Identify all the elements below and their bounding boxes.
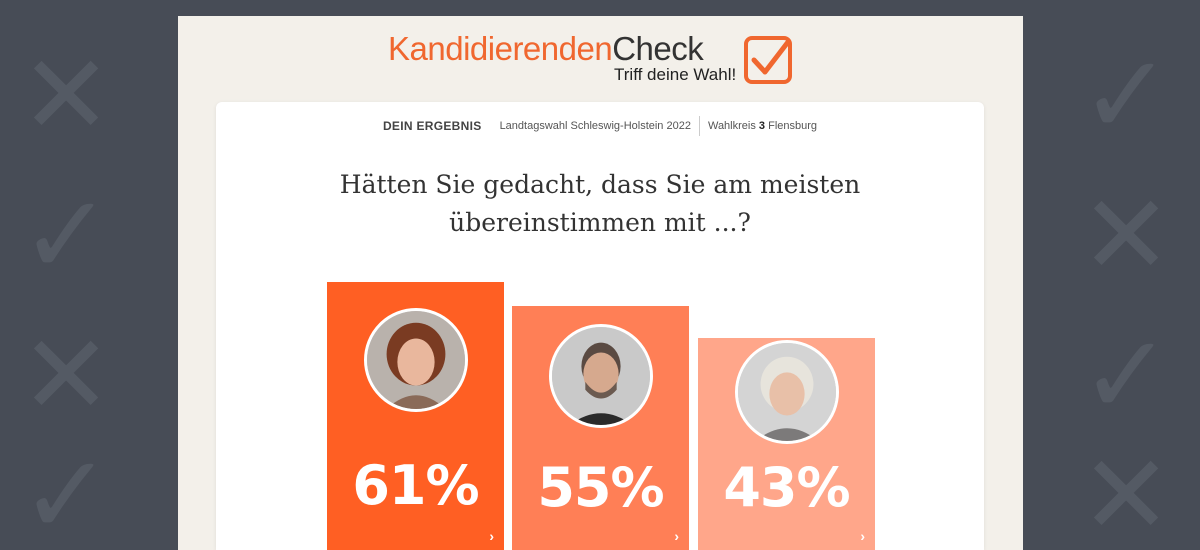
match-percent: 61% (352, 454, 479, 517)
wahlkreis-info: Wahlkreis 3 Flensburg (708, 120, 817, 132)
question-line-1: Hätten Sie gedacht, dass Sie am meisten (339, 170, 861, 199)
bg-check-icon: ✓ (20, 171, 113, 299)
wahlkreis-prefix: Wahlkreis (707, 120, 756, 132)
result-label: DEIN ERGEBNIS (382, 119, 482, 133)
bg-check-icon: ✓ (1080, 311, 1173, 439)
site-logo[interactable]: KandidierendenCheck Triff deine Wahl! (388, 28, 808, 90)
header-divider (698, 116, 700, 136)
result-header: DEIN ERGEBNIS Landtagswahl Schleswig-Hol… (216, 116, 984, 136)
chevron-right-icon: › (860, 528, 865, 544)
logo-tagline: Triff deine Wahl! (614, 65, 737, 84)
result-card: DEIN ERGEBNIS Landtagswahl Schleswig-Hol… (216, 102, 984, 550)
logo-wordmark: KandidierendenCheck (388, 30, 704, 68)
checkbox-check-icon (744, 36, 792, 84)
bg-x-icon: ✕ (1080, 431, 1173, 550)
logo-part-1: Kandidierenden (388, 30, 613, 67)
woman-portrait-icon (363, 308, 468, 412)
candidate-bars: 61% › 55% › (216, 102, 984, 550)
older-woman-portrait-icon (734, 340, 839, 444)
chevron-right-icon: › (674, 528, 679, 544)
bg-x-icon: ✕ (20, 31, 113, 159)
man-portrait-icon (548, 324, 653, 428)
match-percent: 55% (537, 456, 664, 519)
bg-x-icon: ✕ (20, 311, 113, 439)
wahlkreis-name: Flensburg (768, 120, 818, 132)
logo-part-2: Check (612, 30, 704, 67)
bg-check-icon: ✓ (1080, 31, 1173, 159)
election-name: Landtagswahl Schleswig-Holstein 2022 (499, 120, 691, 132)
question-heading: Hätten Sie gedacht, dass Sie am meisten … (216, 166, 984, 242)
bg-check-icon: ✓ (20, 431, 113, 550)
wahlkreis-number: 3 (758, 120, 766, 132)
match-percent: 43% (723, 456, 850, 519)
candidate-bar-3[interactable]: 43% › (698, 338, 875, 550)
candidate-bar-1[interactable]: 61% › (327, 282, 504, 550)
candidate-bar-2[interactable]: 55% › (512, 306, 689, 550)
question-line-2: übereinstimmen mit ...? (449, 208, 751, 237)
chevron-right-icon: › (489, 528, 494, 544)
bg-x-icon: ✕ (1080, 171, 1173, 299)
